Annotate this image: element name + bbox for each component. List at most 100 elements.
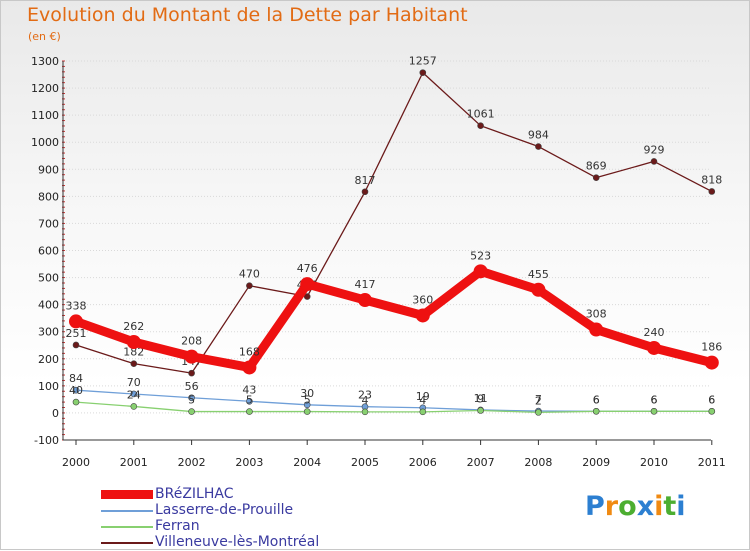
y-tick-label: 500: [38, 272, 59, 285]
data-label: 182: [123, 346, 144, 359]
y-tick-label: 1200: [31, 82, 59, 95]
data-label: 7: [535, 393, 542, 406]
chart-unit: (en €): [28, 30, 61, 43]
data-point: [72, 398, 80, 406]
data-point: [188, 394, 195, 402]
data-point: [650, 158, 658, 165]
y-tick-label: 1100: [31, 109, 59, 122]
series-line: [75, 389, 713, 412]
data-label: 56: [185, 380, 199, 393]
logo-letter: t: [663, 491, 677, 522]
y-tick-label: -100: [34, 434, 59, 447]
data-label: 523: [470, 249, 491, 262]
data-point: [358, 293, 372, 308]
data-point: [361, 188, 369, 196]
data-point: [531, 282, 546, 297]
series-line: [75, 71, 713, 374]
data-point: [242, 360, 257, 375]
data-point: [361, 408, 369, 416]
logo-letter: i: [654, 491, 664, 522]
data-label: 338: [66, 299, 87, 312]
data-point: [708, 188, 716, 195]
data-point: [188, 369, 195, 377]
y-tick-label: 100: [38, 380, 59, 393]
data-label: 6: [708, 393, 715, 406]
x-tick-label: 2003: [235, 456, 263, 469]
y-tick-label: 700: [38, 217, 59, 230]
data-point: [246, 408, 253, 415]
data-label: 417: [355, 278, 376, 291]
data-label: 262: [123, 320, 144, 333]
data-label: 186: [701, 341, 722, 354]
x-tick-label: 2002: [178, 456, 206, 469]
logo-letter: i: [676, 491, 686, 522]
data-point: [188, 408, 195, 415]
logo-letter: P: [585, 491, 605, 522]
data-label: 40: [69, 384, 83, 397]
data-label: 984: [528, 129, 549, 142]
data-label: 455: [528, 268, 549, 281]
data-point: [419, 69, 427, 76]
x-tick-label: 2004: [293, 456, 321, 469]
data-label: 470: [239, 268, 260, 281]
data-label: 6: [593, 393, 600, 406]
data-point: [300, 277, 315, 292]
data-label: 4: [419, 394, 426, 407]
data-label: 11: [474, 392, 488, 405]
data-point: [535, 143, 542, 150]
data-label: 43: [242, 383, 256, 396]
data-label: 2: [535, 394, 542, 407]
data-point: [647, 340, 661, 355]
data-point: [303, 293, 311, 300]
y-tick-label: 300: [38, 326, 59, 339]
legend-swatch: [101, 490, 153, 499]
logo-letter: o: [618, 491, 637, 522]
x-tick-label: 2000: [62, 456, 90, 469]
x-tick-label: 2008: [524, 456, 552, 469]
data-label: 240: [644, 326, 665, 339]
chart-title: Evolution du Montant de la Dette par Hab…: [27, 4, 468, 26]
data-point: [704, 355, 719, 370]
data-label: 4: [362, 394, 369, 407]
data-point: [589, 322, 604, 337]
data-point: [303, 401, 311, 409]
y-tick-label: 400: [38, 299, 59, 312]
data-label: 6: [651, 393, 658, 406]
data-label: 9: [477, 392, 484, 405]
data-label: 70: [127, 376, 141, 389]
data-point: [72, 386, 80, 394]
y-tick-label: 1300: [31, 55, 59, 68]
y-tick-label: 800: [38, 190, 59, 203]
x-tick-label: 2001: [120, 456, 148, 469]
data-label: 308: [586, 308, 607, 321]
data-point: [126, 335, 141, 350]
data-label: 168: [239, 345, 260, 358]
x-tick-label: 2006: [409, 456, 437, 469]
data-label: 476: [297, 262, 318, 275]
data-point: [592, 408, 600, 415]
data-label: 929: [644, 143, 665, 156]
y-tick-label: 900: [38, 163, 59, 176]
legend-label: Ferran: [155, 518, 200, 534]
proxiti-logo: Proxiti: [585, 491, 686, 522]
series-line: [75, 401, 713, 414]
legend-label: Lasserre-de-Prouille: [155, 502, 294, 518]
data-label: 360: [412, 293, 433, 306]
data-point: [473, 264, 488, 279]
data-point: [477, 407, 484, 414]
data-label: 6: [708, 393, 715, 406]
data-point: [246, 282, 253, 289]
data-point: [72, 341, 80, 349]
data-point: [184, 349, 199, 364]
y-tick-label: 0: [52, 407, 59, 420]
logo-letter: r: [604, 491, 619, 522]
legend-swatch: [101, 526, 153, 528]
data-label: 1061: [467, 108, 495, 121]
data-label: 19: [416, 390, 430, 403]
data-point: [650, 408, 658, 415]
y-tick-label: 200: [38, 353, 59, 366]
data-label: 24: [127, 388, 141, 401]
series-line: [71, 266, 717, 372]
